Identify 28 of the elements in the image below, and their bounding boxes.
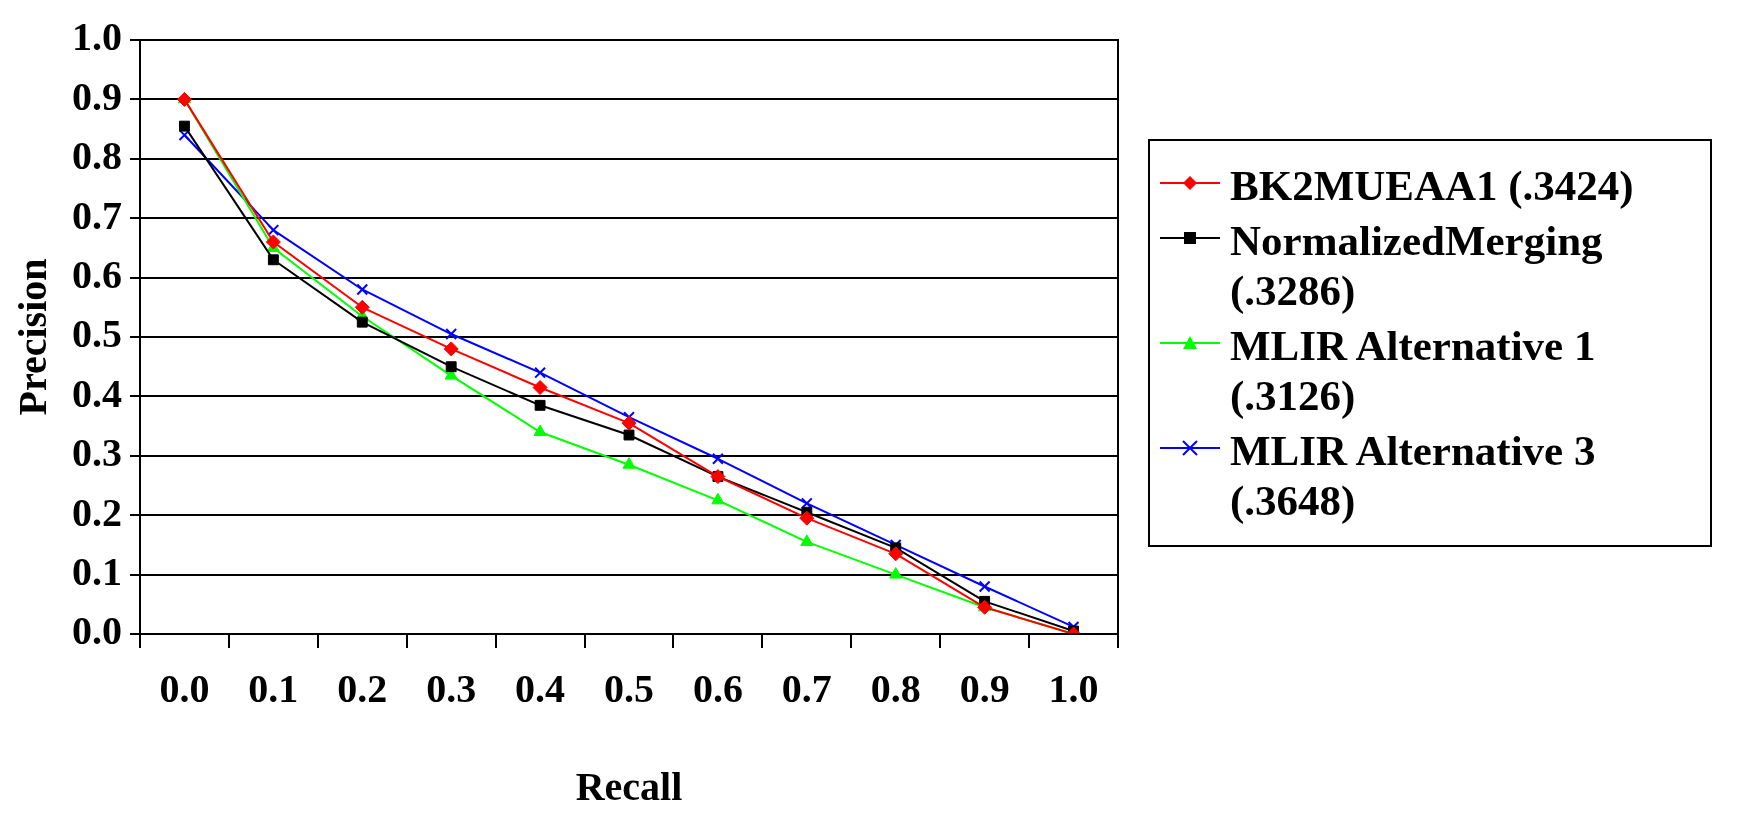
y-tick-label: 0.4: [72, 370, 122, 416]
y-tick-label: 0.7: [72, 192, 122, 238]
y-axis-title: Precision: [10, 258, 56, 416]
x-axis-title: Recall: [575, 764, 683, 810]
legend-label: NormalizedMerging (.3286): [1230, 216, 1604, 316]
x-tick-label: 1.0: [1048, 666, 1099, 712]
x-tick-label: 0.7: [781, 666, 832, 712]
y-tick-label: 0.6: [72, 251, 122, 297]
y-tick-label: 0.5: [72, 311, 122, 357]
legend-label: MLIR Alternative 1 (.3126): [1230, 321, 1597, 421]
y-tick-label: 0.1: [72, 548, 122, 594]
x-tick-label: 0.4: [515, 666, 566, 712]
x-tick-label: 0.0: [159, 666, 210, 712]
y-tick-label: 0.0: [72, 608, 122, 654]
y-tick-label: 0.8: [72, 133, 122, 179]
y-tick-label: 0.2: [72, 489, 122, 535]
legend-label: BK2MUEAA1 (.3424): [1230, 160, 1634, 211]
y-tick-label: 0.3: [72, 430, 122, 476]
x-tick-label: 0.5: [604, 666, 654, 712]
y-tick-label: 1.0: [72, 14, 122, 60]
x-tick-label: 0.1: [248, 666, 299, 712]
x-tick-label: 0.2: [337, 666, 388, 712]
x-tick-label: 0.8: [870, 666, 921, 712]
x-tick-label: 0.9: [959, 666, 1010, 712]
x-tick-label: 0.3: [426, 666, 477, 712]
y-tick-label: 0.9: [72, 73, 122, 119]
x-tick-label: 0.6: [692, 666, 743, 712]
legend-label: MLIR Alternative 3 (.3648): [1230, 426, 1597, 526]
